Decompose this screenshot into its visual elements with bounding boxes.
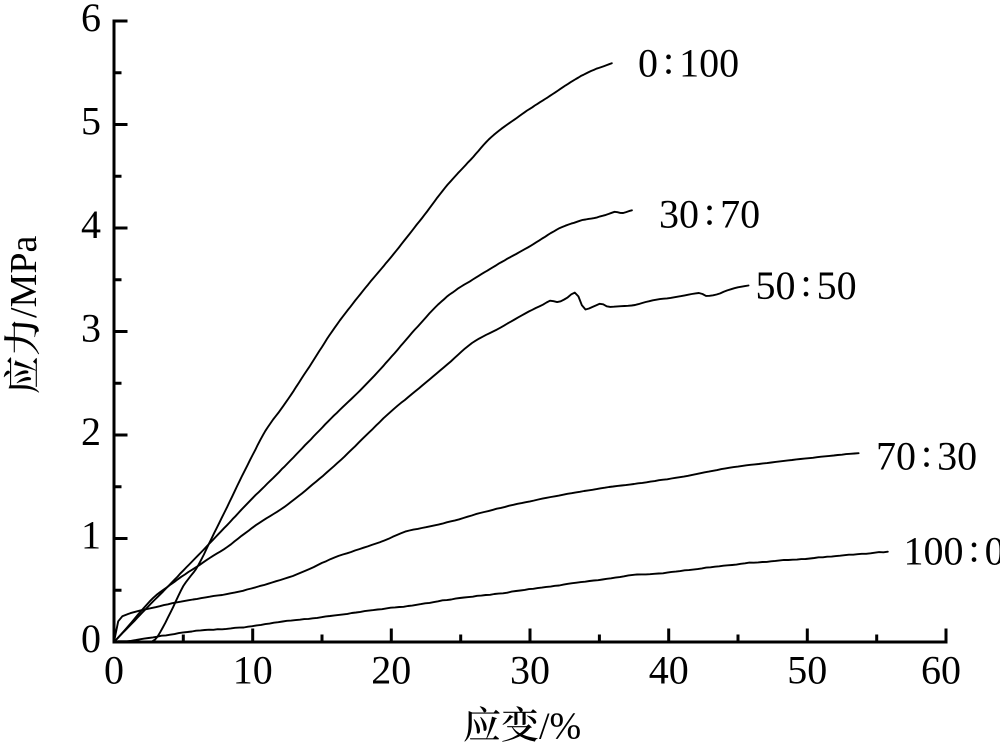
svg-text:20: 20 xyxy=(371,648,411,693)
svg-text:0: 0 xyxy=(81,616,101,661)
svg-text:1: 1 xyxy=(81,513,101,558)
svg-text:5: 5 xyxy=(81,99,101,144)
svg-text:/%: /% xyxy=(539,706,581,748)
svg-text:6: 6 xyxy=(81,0,101,40)
svg-text:0: 0 xyxy=(104,648,124,693)
svg-text:30: 30 xyxy=(510,648,550,693)
svg-text:3: 3 xyxy=(81,306,101,351)
svg-text:4: 4 xyxy=(81,202,101,247)
svg-text:50: 50 xyxy=(787,648,827,693)
svg-text:40: 40 xyxy=(649,648,689,693)
svg-text:0:100: 0:100 xyxy=(638,38,739,86)
svg-text:100:0: 100:0 xyxy=(904,526,1000,574)
svg-text:/MPa: /MPa xyxy=(3,236,45,318)
svg-text:10: 10 xyxy=(233,648,273,693)
svg-text:60: 60 xyxy=(921,648,961,693)
svg-text:50:50: 50:50 xyxy=(756,260,857,308)
svg-text:2: 2 xyxy=(81,409,101,454)
svg-text:70:30: 70:30 xyxy=(876,431,977,479)
svg-text:30:70: 30:70 xyxy=(659,189,760,237)
